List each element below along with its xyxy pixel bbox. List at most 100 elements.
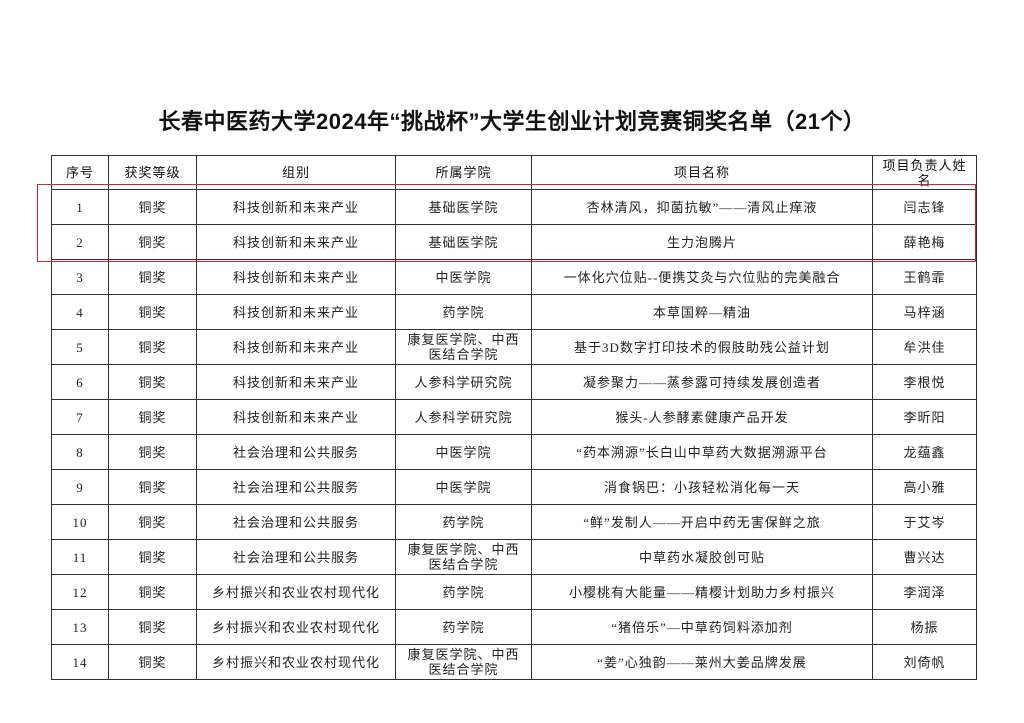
row-index: 1 bbox=[51, 189, 109, 225]
leader-name: 刘倚帆 bbox=[872, 644, 977, 680]
table-row: 14 铜奖 乡村振兴和农业农村现代化 康复医学院、中西医结合学院 “姜”心独韵——莱州大… bbox=[51, 644, 977, 680]
project-name: 本草国粹—精油 bbox=[531, 294, 873, 330]
award-level: 铜奖 bbox=[108, 609, 197, 645]
table-row: 7 铜奖 科技创新和未来产业 人参科学研究院 猴头-人参酵素健康产品开发 李昕阳 bbox=[51, 399, 977, 435]
category: 社会治理和公共服务 bbox=[196, 469, 396, 505]
award-level: 铜奖 bbox=[108, 434, 197, 470]
college: 药学院 bbox=[395, 294, 532, 330]
leader-name: 龙蕴鑫 bbox=[872, 434, 977, 470]
document-title: 长春中医药大学2024年“挑战杯”大学生创业计划竞赛铜奖名单（21个） bbox=[158, 109, 866, 134]
row-index: 10 bbox=[51, 504, 109, 540]
project-name: 杏林清风，抑菌抗敏”——清风止痒液 bbox=[531, 189, 873, 225]
project-name: 凝参聚力——蒸参露可持续发展创造者 bbox=[531, 364, 873, 400]
row-index: 2 bbox=[51, 224, 109, 260]
college: 康复医学院、中西医结合学院 bbox=[395, 644, 532, 680]
award-level: 铜奖 bbox=[108, 364, 197, 400]
category: 社会治理和公共服务 bbox=[196, 434, 396, 470]
college: 药学院 bbox=[395, 609, 532, 645]
project-name: 中草药水凝胶创可贴 bbox=[531, 539, 873, 575]
row-index: 4 bbox=[51, 294, 109, 330]
header-leader: 项目负责人姓名 bbox=[872, 155, 977, 190]
category: 乡村振兴和农业农村现代化 bbox=[196, 574, 396, 610]
header-category: 组别 bbox=[196, 155, 396, 190]
award-level: 铜奖 bbox=[108, 329, 197, 365]
table-header-row: 序号 获奖等级 组别 所属学院 项目名称 项目负责人姓名 bbox=[51, 155, 977, 190]
table-row: 3 铜奖 科技创新和未来产业 中医学院 一体化穴位贴--便携艾灸与穴位贴的完美融合 王鹤霏 bbox=[51, 259, 977, 295]
leader-name: 李润泽 bbox=[872, 574, 977, 610]
category: 科技创新和未来产业 bbox=[196, 259, 396, 295]
project-name: 小樱桃有大能量——精樱计划助力乡村振兴 bbox=[531, 574, 873, 610]
college: 人参科学研究院 bbox=[395, 399, 532, 435]
row-index: 7 bbox=[51, 399, 109, 435]
leader-name: 薛艳梅 bbox=[872, 224, 977, 260]
leader-name: 牟洪佳 bbox=[872, 329, 977, 365]
award-level: 铜奖 bbox=[108, 294, 197, 330]
row-index: 6 bbox=[51, 364, 109, 400]
award-level: 铜奖 bbox=[108, 574, 197, 610]
table-row: 12 铜奖 乡村振兴和农业农村现代化 药学院 小樱桃有大能量——精樱计划助力乡村振兴 李润… bbox=[51, 574, 977, 610]
category: 科技创新和未来产业 bbox=[196, 399, 396, 435]
college: 人参科学研究院 bbox=[395, 364, 532, 400]
row-index: 5 bbox=[51, 329, 109, 365]
award-level: 铜奖 bbox=[108, 259, 197, 295]
table-row: 6 铜奖 科技创新和未来产业 人参科学研究院 凝参聚力——蒸参露可持续发展创造者 李根悦 bbox=[51, 364, 977, 400]
award-level: 铜奖 bbox=[108, 539, 197, 575]
college: 基础医学院 bbox=[395, 224, 532, 260]
project-name: 猴头-人参酵素健康产品开发 bbox=[531, 399, 873, 435]
category: 科技创新和未来产业 bbox=[196, 224, 396, 260]
project-name: “姜”心独韵——莱州大姜品牌发展 bbox=[531, 644, 873, 680]
leader-name: 李根悦 bbox=[872, 364, 977, 400]
category: 科技创新和未来产业 bbox=[196, 364, 396, 400]
award-table: 序号 获奖等级 组别 所属学院 项目名称 项目负责人姓名 1 铜奖 科技创新和未来产… bbox=[51, 155, 977, 680]
row-index: 3 bbox=[51, 259, 109, 295]
category: 科技创新和未来产业 bbox=[196, 189, 396, 225]
college: 康复医学院、中西医结合学院 bbox=[395, 329, 532, 365]
project-name: “药本溯源”长白山中草药大数据溯源平台 bbox=[531, 434, 873, 470]
award-level: 铜奖 bbox=[108, 504, 197, 540]
category: 乡村振兴和农业农村现代化 bbox=[196, 644, 396, 680]
project-name: “鲜”发制人——开启中药无害保鲜之旅 bbox=[531, 504, 873, 540]
header-award-level: 获奖等级 bbox=[108, 155, 197, 190]
leader-name: 于艾岑 bbox=[872, 504, 977, 540]
college: 康复医学院、中西医结合学院 bbox=[395, 539, 532, 575]
leader-name: 马梓涵 bbox=[872, 294, 977, 330]
category: 科技创新和未来产业 bbox=[196, 329, 396, 365]
row-index: 12 bbox=[51, 574, 109, 610]
project-name: “猪倍乐”—中草药饲料添加剂 bbox=[531, 609, 873, 645]
award-level: 铜奖 bbox=[108, 399, 197, 435]
leader-name: 王鹤霏 bbox=[872, 259, 977, 295]
table-row: 8 铜奖 社会治理和公共服务 中医学院 “药本溯源”长白山中草药大数据溯源平台 龙蕴鑫 bbox=[51, 434, 977, 470]
college: 中医学院 bbox=[395, 259, 532, 295]
college: 药学院 bbox=[395, 574, 532, 610]
leader-name: 曹兴达 bbox=[872, 539, 977, 575]
award-level: 铜奖 bbox=[108, 224, 197, 260]
table-row: 4 铜奖 科技创新和未来产业 药学院 本草国粹—精油 马梓涵 bbox=[51, 294, 977, 330]
header-college: 所属学院 bbox=[395, 155, 532, 190]
award-level: 铜奖 bbox=[108, 189, 197, 225]
college: 中医学院 bbox=[395, 434, 532, 470]
category: 乡村振兴和农业农村现代化 bbox=[196, 609, 396, 645]
header-project-name: 项目名称 bbox=[531, 155, 873, 190]
college: 中医学院 bbox=[395, 469, 532, 505]
header-index: 序号 bbox=[51, 155, 109, 190]
row-index: 9 bbox=[51, 469, 109, 505]
leader-name: 李昕阳 bbox=[872, 399, 977, 435]
leader-name: 杨振 bbox=[872, 609, 977, 645]
award-level: 铜奖 bbox=[108, 644, 197, 680]
table-row: 9 铜奖 社会治理和公共服务 中医学院 消食锅巴：小孩轻松消化每一天 高小雅 bbox=[51, 469, 977, 505]
project-name: 基于3D数字打印技术的假肢助残公益计划 bbox=[531, 329, 873, 365]
row-index: 8 bbox=[51, 434, 109, 470]
row-index: 14 bbox=[51, 644, 109, 680]
row-index: 11 bbox=[51, 539, 109, 575]
category: 社会治理和公共服务 bbox=[196, 539, 396, 575]
table-row: 2 铜奖 科技创新和未来产业 基础医学院 生力泡腾片 薛艳梅 bbox=[51, 224, 977, 260]
leader-name: 高小雅 bbox=[872, 469, 977, 505]
leader-name: 闫志锋 bbox=[872, 189, 977, 225]
table-row: 10 铜奖 社会治理和公共服务 药学院 “鲜”发制人——开启中药无害保鲜之旅 于艾岑 bbox=[51, 504, 977, 540]
table-row: 13 铜奖 乡村振兴和农业农村现代化 药学院 “猪倍乐”—中草药饲料添加剂 杨振 bbox=[51, 609, 977, 645]
award-level: 铜奖 bbox=[108, 469, 197, 505]
row-index: 13 bbox=[51, 609, 109, 645]
college: 基础医学院 bbox=[395, 189, 532, 225]
category: 科技创新和未来产业 bbox=[196, 294, 396, 330]
table-row: 11 铜奖 社会治理和公共服务 康复医学院、中西医结合学院 中草药水凝胶创可贴 曹兴达 bbox=[51, 539, 977, 575]
